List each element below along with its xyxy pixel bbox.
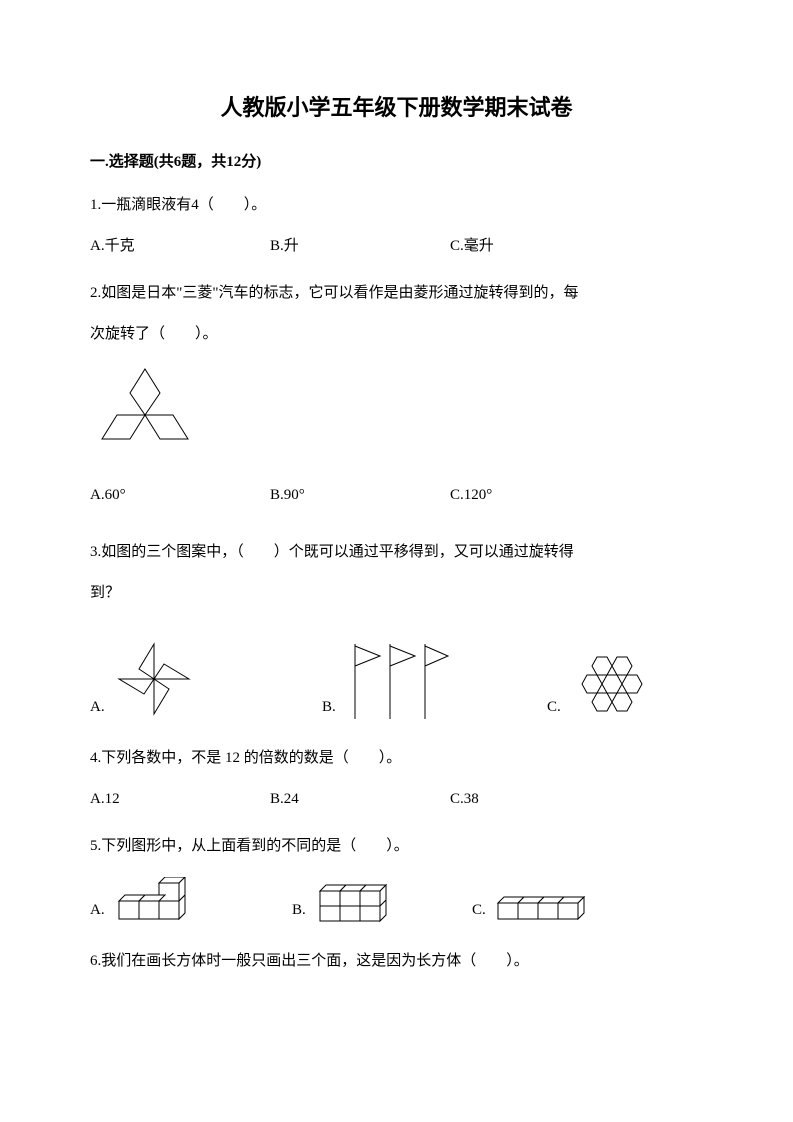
q5-option-c: C. bbox=[472, 889, 590, 927]
q3-option-a: A. bbox=[90, 634, 322, 724]
q1-option-c: C.毫升 bbox=[450, 230, 630, 263]
q2-text-2: 次旋转了（ ）。 bbox=[90, 318, 703, 351]
q5-label-a: A. bbox=[90, 894, 105, 927]
q4-options: A.12 B.24 C.38 bbox=[90, 783, 703, 816]
page-title: 人教版小学五年级下册数学期末试卷 bbox=[90, 90, 703, 122]
question-6: 6.我们在画长方体时一般只画出三个面，这是因为长方体（ ）。 bbox=[90, 945, 703, 978]
q5-label-b: B. bbox=[292, 894, 306, 927]
q2-options: A.60° B.90° C.120° bbox=[90, 479, 703, 512]
q2-figure bbox=[90, 361, 703, 461]
q3-option-b: B. bbox=[322, 634, 547, 724]
q3-options: A. B. bbox=[90, 634, 703, 724]
q1-options: A.千克 B.升 C.毫升 bbox=[90, 230, 703, 263]
question-2: 2.如图是日本"三菱"汽车的标志，它可以看作是由菱形通过旋转得到的，每 次旋转了… bbox=[90, 277, 703, 512]
cubes-a-icon bbox=[109, 877, 199, 927]
q3-label-b: B. bbox=[322, 691, 336, 724]
q3-label-c: C. bbox=[547, 691, 561, 724]
q1-option-a: A.千克 bbox=[90, 230, 270, 263]
q2-option-b: B.90° bbox=[270, 479, 450, 512]
q4-text: 4.下列各数中，不是 12 的倍数的数是（ ）。 bbox=[90, 742, 703, 775]
q5-option-a: A. bbox=[90, 877, 292, 927]
q5-option-b: B. bbox=[292, 879, 472, 927]
section-header: 一.选择题(共6题，共12分) bbox=[90, 150, 703, 171]
cubes-b-icon bbox=[310, 879, 400, 927]
q5-label-c: C. bbox=[472, 894, 486, 927]
q2-text-1: 2.如图是日本"三菱"汽车的标志，它可以看作是由菱形通过旋转得到的，每 bbox=[90, 277, 703, 310]
q6-text: 6.我们在画长方体时一般只画出三个面，这是因为长方体（ ）。 bbox=[90, 945, 703, 978]
q3-text-1: 3.如图的三个图案中，（ ）个既可以通过平移得到，又可以通过旋转得 bbox=[90, 536, 703, 569]
flags-icon bbox=[340, 634, 450, 724]
question-1: 1.一瓶滴眼液有4（ ）。 A.千克 B.升 C.毫升 bbox=[90, 189, 703, 263]
question-5: 5.下列图形中，从上面看到的不同的是（ ）。 A. bbox=[90, 830, 703, 927]
q4-option-a: A.12 bbox=[90, 783, 270, 816]
question-4: 4.下列各数中，不是 12 的倍数的数是（ ）。 A.12 B.24 C.38 bbox=[90, 742, 703, 816]
q2-option-c: C.120° bbox=[450, 479, 630, 512]
q5-text: 5.下列图形中，从上面看到的不同的是（ ）。 bbox=[90, 830, 703, 863]
pinwheel-icon bbox=[109, 634, 199, 724]
q1-text: 1.一瓶滴眼液有4（ ）。 bbox=[90, 189, 703, 222]
q4-option-c: C.38 bbox=[450, 783, 630, 816]
cubes-c-icon bbox=[490, 889, 590, 927]
q3-label-a: A. bbox=[90, 691, 105, 724]
mitsubishi-logo-icon bbox=[90, 361, 200, 461]
q2-option-a: A.60° bbox=[90, 479, 270, 512]
q1-option-b: B.升 bbox=[270, 230, 450, 263]
q5-options: A. B. bbox=[90, 877, 703, 927]
q4-option-b: B.24 bbox=[270, 783, 450, 816]
q3-text-2: 到？ bbox=[90, 577, 703, 610]
question-3: 3.如图的三个图案中，（ ）个既可以通过平移得到，又可以通过旋转得 到？ A. … bbox=[90, 536, 703, 724]
q3-option-c: C. bbox=[547, 644, 655, 724]
hexagon-flower-icon bbox=[565, 644, 655, 724]
